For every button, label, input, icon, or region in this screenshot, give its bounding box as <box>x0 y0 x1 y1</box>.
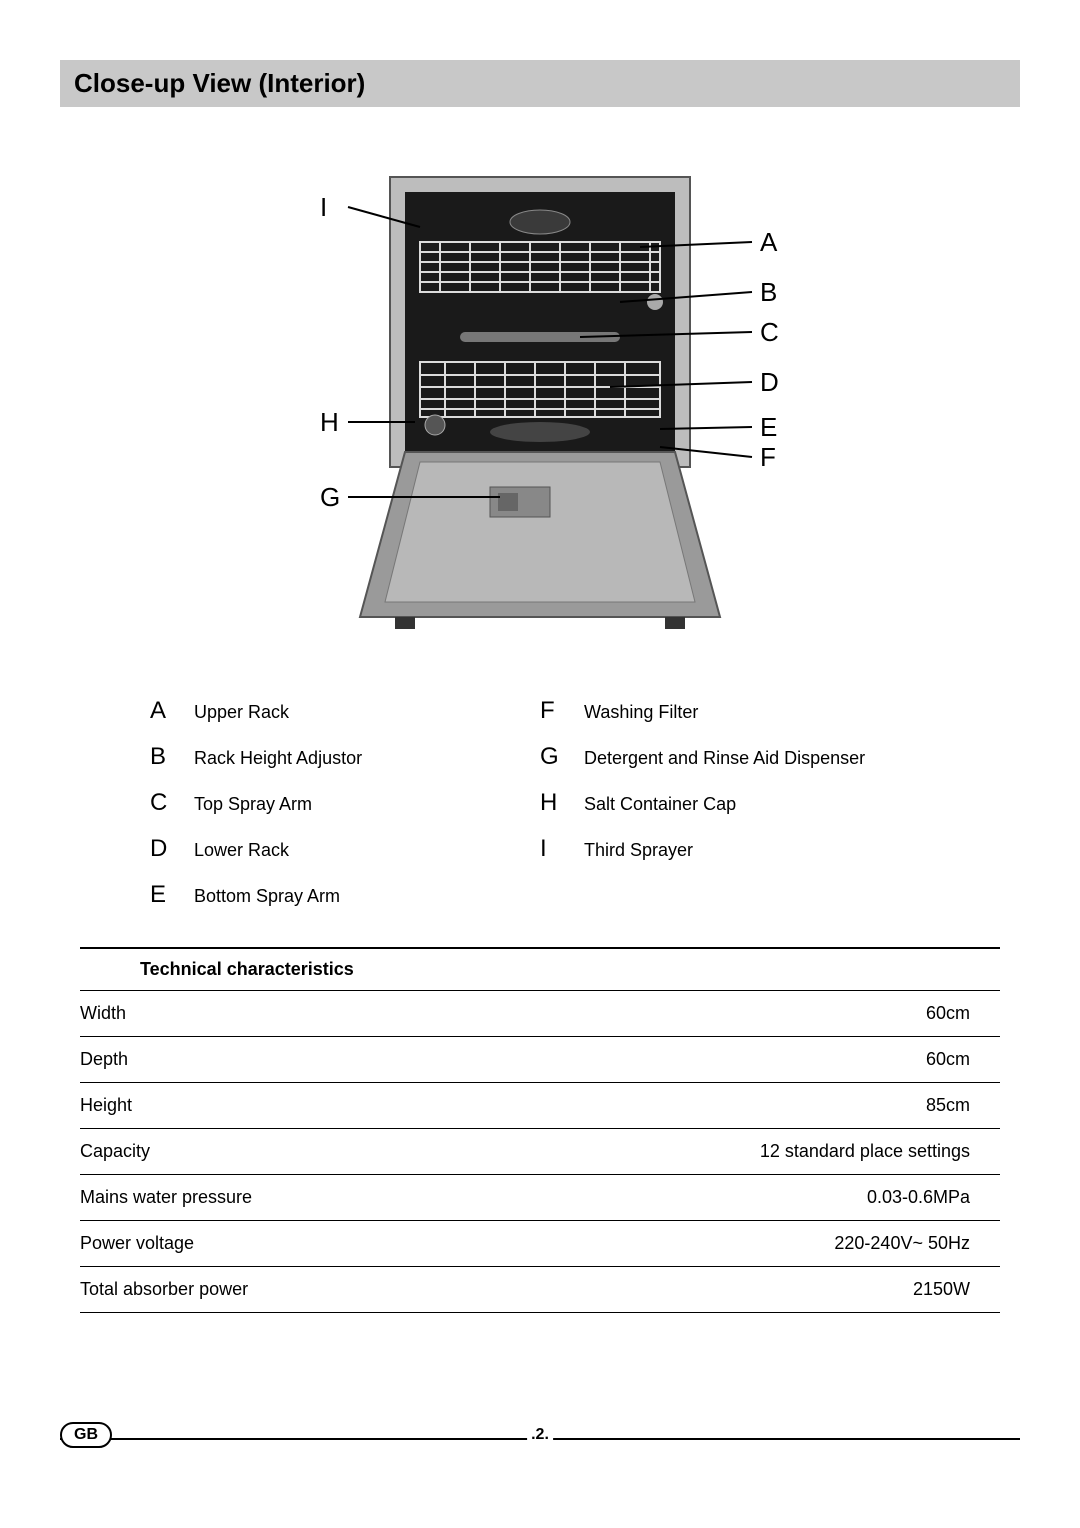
tech-label: Mains water pressure <box>80 1187 252 1208</box>
legend-row: HSalt Container Cap <box>540 789 930 817</box>
tech-value: 12 standard place settings <box>760 1141 970 1162</box>
callout-letter: C <box>760 317 779 347</box>
page-footer: GB .2. <box>60 1438 1020 1468</box>
tech-label: Capacity <box>80 1141 150 1162</box>
tech-row: Width 60cm <box>80 991 1000 1037</box>
page-number: .2. <box>527 1426 553 1444</box>
callout-letter: H <box>320 407 339 437</box>
legend-text: Salt Container Cap <box>584 794 736 815</box>
tech-row: Mains water pressure 0.03-0.6MPa <box>80 1175 1000 1221</box>
section-title: Close-up View (Interior) <box>60 60 1020 107</box>
tech-row: Height 85cm <box>80 1083 1000 1129</box>
callout-letter: E <box>760 412 777 442</box>
legend-letter: B <box>150 743 194 771</box>
legend-row: EBottom Spray Arm <box>150 881 540 909</box>
tech-value: 60cm <box>926 1003 970 1024</box>
legend-text: Upper Rack <box>194 702 289 723</box>
tech-label: Height <box>80 1095 132 1116</box>
legend: AUpper RackBRack Height AdjustorCTop Spr… <box>60 697 1020 927</box>
legend-letter: G <box>540 743 584 771</box>
legend-col-1: AUpper RackBRack Height AdjustorCTop Spr… <box>150 697 540 927</box>
tech-row: Depth 60cm <box>80 1037 1000 1083</box>
legend-text: Rack Height Adjustor <box>194 748 362 769</box>
tech-label: Depth <box>80 1049 128 1070</box>
legend-row: AUpper Rack <box>150 697 540 725</box>
legend-row: GDetergent and Rinse Aid Dispenser <box>540 743 930 771</box>
interior-diagram: I H G ABCDEF <box>260 147 820 647</box>
legend-letter: E <box>150 881 194 909</box>
legend-text: Third Sprayer <box>584 840 693 861</box>
callout-letter: F <box>760 442 776 472</box>
legend-text: Lower Rack <box>194 840 289 861</box>
legend-letter: F <box>540 697 584 725</box>
tech-value: 0.03-0.6MPa <box>867 1187 970 1208</box>
legend-letter: I <box>540 835 584 863</box>
diagram-area: I H G ABCDEF <box>60 147 1020 667</box>
legend-letter: A <box>150 697 194 725</box>
legend-letter: D <box>150 835 194 863</box>
callout-letter: D <box>760 367 779 397</box>
legend-row: BRack Height Adjustor <box>150 743 540 771</box>
callout-letter: B <box>760 277 777 307</box>
legend-row: FWashing Filter <box>540 697 930 725</box>
tech-value: 85cm <box>926 1095 970 1116</box>
legend-letter: H <box>540 789 584 817</box>
legend-text: Detergent and Rinse Aid Dispenser <box>584 748 865 769</box>
callout-letter: G <box>320 482 340 512</box>
tech-row: Capacity 12 standard place settings <box>80 1129 1000 1175</box>
locale-badge: GB <box>60 1422 112 1448</box>
tech-value: 220-240V~ 50Hz <box>834 1233 970 1254</box>
tech-row: Total absorber power 2150W <box>80 1267 1000 1313</box>
legend-text: Top Spray Arm <box>194 794 312 815</box>
callout-letter: A <box>760 227 778 257</box>
legend-col-2: FWashing FilterGDetergent and Rinse Aid … <box>540 697 930 927</box>
legend-row: IThird Sprayer <box>540 835 930 863</box>
legend-letter: C <box>150 789 194 817</box>
legend-text: Bottom Spray Arm <box>194 886 340 907</box>
tech-label: Total absorber power <box>80 1279 248 1300</box>
tech-label: Width <box>80 1003 126 1024</box>
tech-label: Power voltage <box>80 1233 194 1254</box>
callout-letter: I <box>320 192 327 222</box>
tech-value: 2150W <box>913 1279 970 1300</box>
tech-value: 60cm <box>926 1049 970 1070</box>
technical-characteristics: Technical characteristics Width60cmDepth… <box>60 947 1020 1313</box>
legend-row: DLower Rack <box>150 835 540 863</box>
legend-row: CTop Spray Arm <box>150 789 540 817</box>
tech-header: Technical characteristics <box>80 947 1000 991</box>
legend-text: Washing Filter <box>584 702 698 723</box>
tech-row: Power voltage 220-240V~ 50Hz <box>80 1221 1000 1267</box>
